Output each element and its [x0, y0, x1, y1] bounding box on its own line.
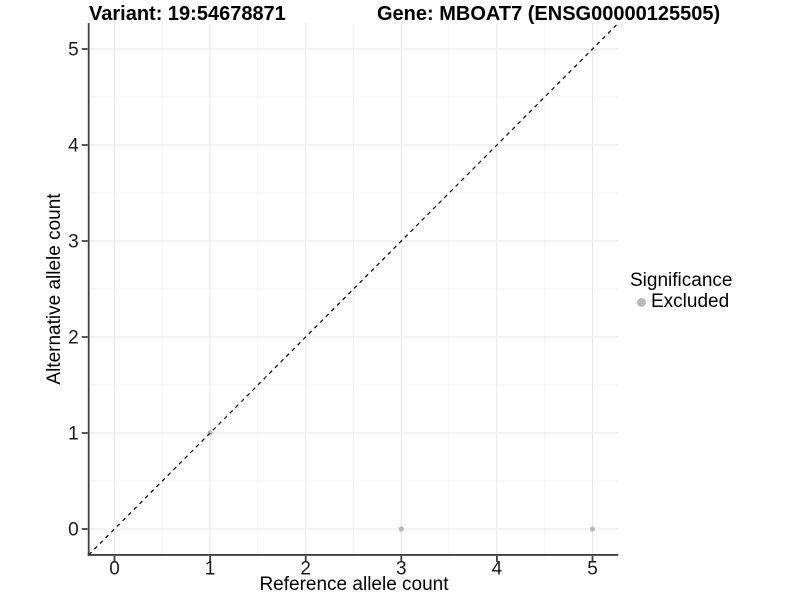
y-tick-label: 1 [68, 424, 79, 445]
y-tick-label: 4 [68, 136, 79, 157]
x-tick-label: 4 [492, 558, 503, 579]
x-tick-label: 5 [587, 558, 598, 579]
y-axis-title: Alternative allele count [44, 193, 65, 385]
legend-item-excluded: Excluded [630, 292, 732, 312]
x-tick-label: 2 [300, 558, 311, 579]
variant-title: Variant: 19:54678871 [89, 3, 286, 25]
y-tick-label: 0 [68, 520, 79, 541]
legend-title: Significance [630, 270, 733, 291]
data-point [398, 526, 404, 532]
identity-reference-line [88, 22, 619, 556]
legend-key-dot-icon [637, 297, 646, 307]
data-point [589, 526, 596, 532]
legend: Significance Excluded [630, 270, 732, 312]
y-tick-label: 3 [68, 232, 79, 253]
gene-title: Gene: MBOAT7 (ENSG00000125505) [377, 3, 721, 25]
x-axis-title: Reference allele count [259, 574, 449, 595]
y-tick-label: 5 [68, 40, 79, 61]
x-tick-label: 3 [396, 558, 407, 579]
x-tick-label: 1 [205, 558, 216, 579]
x-tick-label: 0 [109, 558, 120, 579]
legend-item-label: Excluded [651, 291, 730, 312]
y-tick-label: 2 [68, 328, 79, 349]
